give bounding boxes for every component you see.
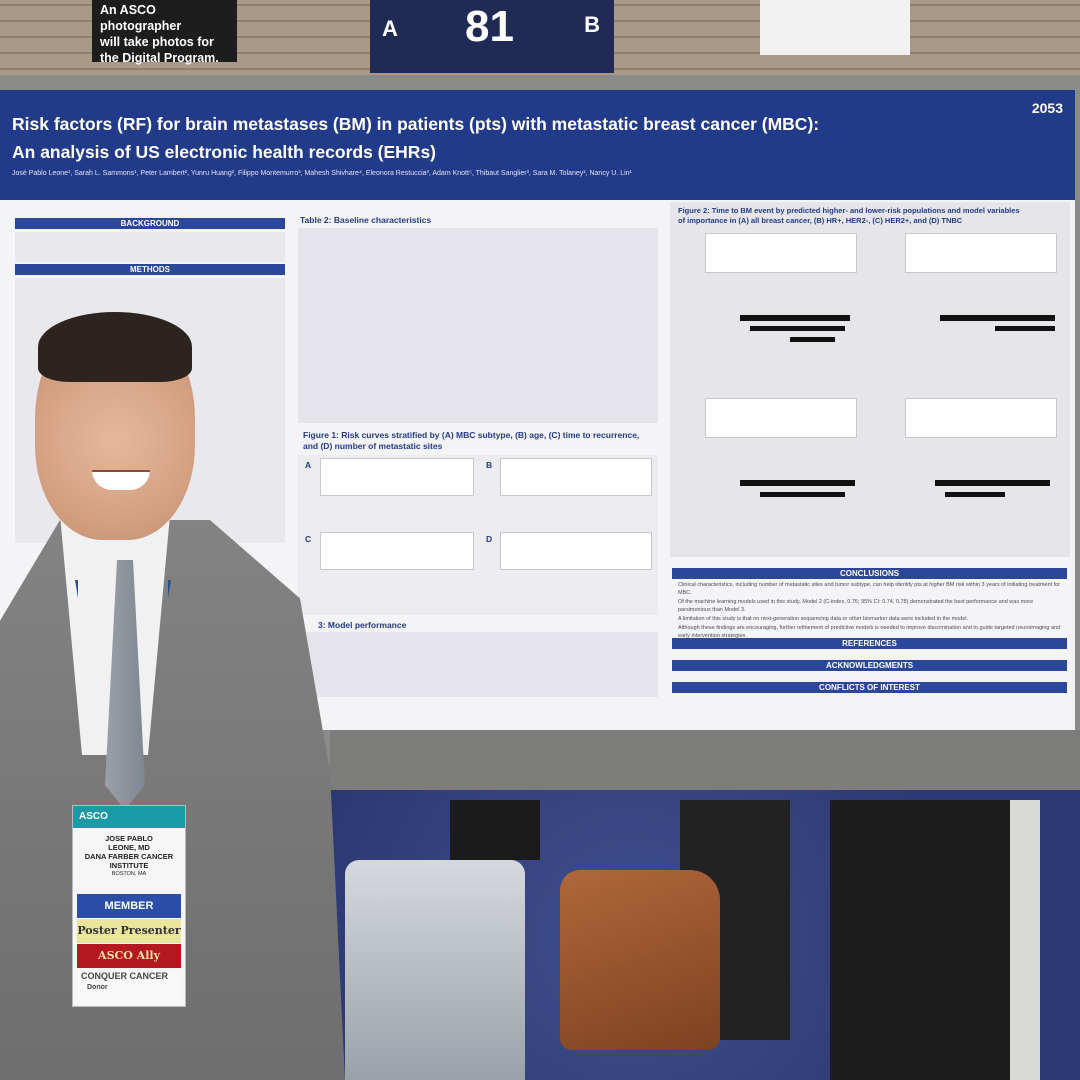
- visitor-legs-right: [830, 800, 1010, 1080]
- figure2-a-bar: [750, 326, 845, 331]
- badge-name: JOSE PABLO LEONE, MD DANA FARBER CANCER …: [73, 834, 185, 879]
- poster-title-line1: Risk factors (RF) for brain metastases (…: [12, 114, 820, 134]
- figure1-panel-letter-a: A: [305, 460, 312, 470]
- figure2-panel-c-curve: [705, 398, 857, 438]
- figure1-panel-c: [320, 532, 474, 570]
- table2-title: Table 2: Baseline characteristics: [300, 215, 432, 225]
- figure2-title-line1: Figure 2: Time to BM event by predicted …: [678, 206, 1020, 215]
- badge-name-line1: JOSE PABLO: [105, 834, 153, 843]
- figure2-c-bar: [760, 492, 845, 497]
- background-text-block: [15, 232, 285, 262]
- figure2-d-bar: [935, 480, 1050, 486]
- conclusion-3: A limitation of this study is that no ne…: [678, 616, 969, 622]
- badge-name-line3: DANA FARBER CANCER: [84, 852, 174, 861]
- baseline-table: [298, 228, 658, 423]
- figure2-b-bar: [940, 315, 1055, 321]
- poster-authors: José Pablo Leone¹, Sarah L. Sammons¹, Pe…: [12, 170, 632, 177]
- conclusion-4: Although these findings are encouraging,…: [678, 625, 1061, 639]
- conclusion-2: Of the machine learning models used in t…: [678, 599, 1034, 613]
- methods-heading: METHODS: [15, 264, 285, 275]
- figure1-title-line2: and (D) number of metastatic sites: [303, 441, 443, 451]
- conference-badge: ASCO JOSE PABLO LEONE, MD DANA FARBER CA…: [72, 805, 186, 1007]
- pinned-card: [760, 0, 910, 55]
- ribbon-conquer-cancer: CONQUER CANCER Donor: [77, 971, 181, 1001]
- poster-number: 2053: [1031, 100, 1063, 116]
- figure2-title-line2: of importance in (A) all breast cancer, …: [678, 216, 963, 225]
- ribbon-poster-presenter: Poster Presenter: [77, 919, 181, 943]
- conclusion-1: Clinical characteristics, including numb…: [678, 582, 1061, 596]
- figure1-panel-d: [500, 532, 652, 570]
- photo-sign-line1: An ASCO photographer: [100, 3, 182, 33]
- badge-name-line4: INSTITUTE: [109, 861, 149, 870]
- figure2-c-bar: [740, 480, 855, 486]
- figure1-panel-b: [500, 458, 652, 496]
- figure2-panel-d-curve: [905, 398, 1057, 438]
- board-number-sign: A 81 B: [370, 0, 614, 73]
- presenter-hair: [38, 312, 192, 382]
- chair: [345, 860, 525, 1080]
- board-side-b: B: [584, 12, 600, 37]
- figure2-a-bar: [790, 337, 835, 342]
- leather-bag: [560, 870, 720, 1050]
- figure2-panel-a-curve: [705, 233, 857, 273]
- badge-city: BOSTON, MA: [111, 871, 147, 877]
- poster-title-line2: An analysis of US electronic health reco…: [12, 142, 437, 162]
- figure2-d-bar: [945, 492, 1005, 497]
- photo-sign-line3: the Digital Program.: [100, 51, 219, 65]
- board-number: 81: [465, 2, 514, 51]
- visitor-shoes: [450, 800, 540, 860]
- conflicts-heading: CONFLICTS OF INTEREST: [672, 682, 1067, 693]
- ribbon-conquer-text: CONQUER CANCER: [81, 971, 169, 981]
- figure2-b-bar: [995, 326, 1055, 331]
- board-side-a: A: [382, 16, 398, 41]
- figure1-title-line1: Figure 1: Risk curves stratified by (A) …: [303, 430, 640, 440]
- ribbon-donor-text: Donor: [87, 984, 108, 991]
- photo-sign-line2: will take photos for: [100, 35, 214, 49]
- photographer-sign: An ASCO photographer will take photos fo…: [92, 0, 237, 65]
- background-heading: BACKGROUND: [15, 218, 285, 229]
- poster-header: 2053 Risk factors (RF) for brain metasta…: [0, 90, 1075, 200]
- conclusions-heading: CONCLUSIONS: [672, 568, 1067, 579]
- badge-brand: ASCO: [73, 806, 185, 828]
- presenter-smile: [92, 470, 150, 490]
- figure1-panel-a: [320, 458, 474, 496]
- model-performance-table: [298, 632, 658, 697]
- figure2-panel-b-curve: [905, 233, 1057, 273]
- figure2-a-bar: [740, 315, 850, 321]
- figure1-panel-letter-c: C: [305, 534, 312, 544]
- figure1-panel-letter-b: B: [486, 460, 493, 470]
- ribbon-asco-ally: ASCO Ally: [77, 944, 181, 968]
- figure1-panel-letter-d: D: [486, 534, 493, 544]
- badge-name-line2: LEONE, MD: [108, 843, 150, 852]
- references-heading: REFERENCES: [672, 638, 1067, 649]
- acknowledgments-heading: ACKNOWLEDGMENTS: [672, 660, 1067, 671]
- table3-title: 3: Model performance: [318, 620, 407, 630]
- ribbon-member: MEMBER: [77, 894, 181, 918]
